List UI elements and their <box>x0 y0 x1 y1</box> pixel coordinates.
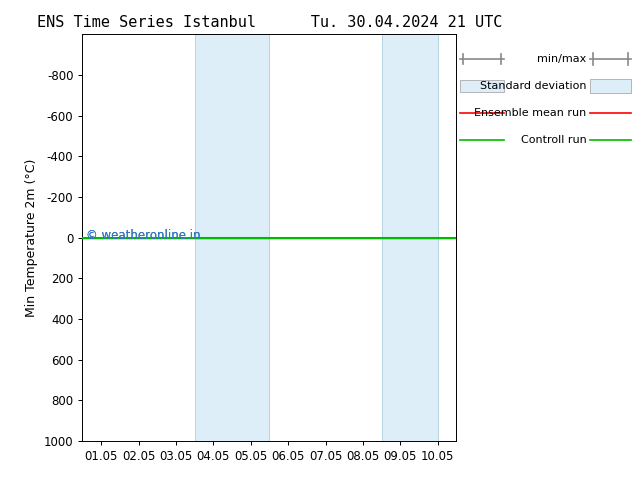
Text: Controll run: Controll run <box>521 135 586 145</box>
Title: ENS Time Series Istanbul      Tu. 30.04.2024 21 UTC: ENS Time Series Istanbul Tu. 30.04.2024 … <box>37 15 502 30</box>
Text: Ensemble mean run: Ensemble mean run <box>474 108 586 118</box>
Text: © weatheronline.in: © weatheronline.in <box>86 229 201 242</box>
Y-axis label: Min Temperature 2m (°C): Min Temperature 2m (°C) <box>25 158 38 317</box>
Bar <box>195 34 269 441</box>
Text: min/max: min/max <box>537 54 586 64</box>
Text: © weatheronline.in: © weatheronline.in <box>86 229 201 242</box>
Text: Standard deviation: Standard deviation <box>480 81 586 91</box>
Bar <box>382 34 437 441</box>
